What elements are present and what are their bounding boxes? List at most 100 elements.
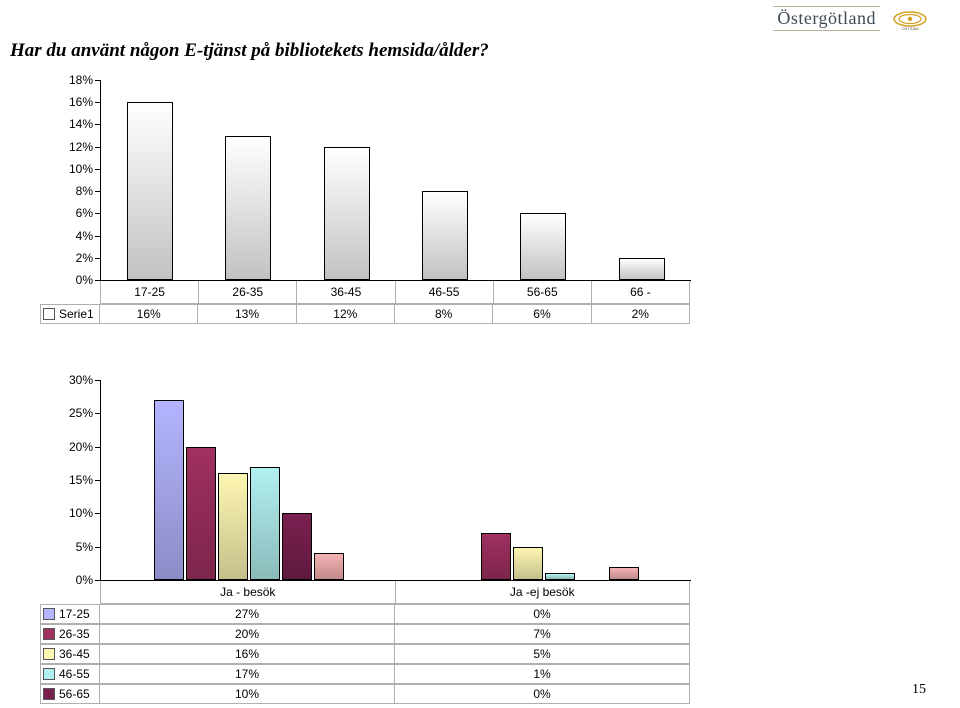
chart2-series-head: 56-65	[40, 685, 100, 703]
chart1-bar-slot	[199, 80, 297, 280]
chart2-bar-group	[396, 380, 691, 580]
chart2-ylabel: 5%	[76, 540, 93, 554]
page-number: 15	[912, 682, 926, 698]
brand-name: Östergötland	[777, 8, 876, 28]
chart1-ytick	[95, 147, 101, 148]
chart1-value-cell: 6%	[493, 305, 591, 323]
chart2-ytick	[95, 413, 101, 414]
chart2-value-cell: 17%	[100, 665, 395, 683]
chart1-category-label: 46-55	[396, 281, 494, 303]
chart1-value-cell: 16%	[100, 305, 198, 323]
chart2-swatch-icon	[43, 628, 55, 640]
chart2-swatch-icon	[43, 668, 55, 680]
chart1-series-name: Serie1	[59, 307, 94, 321]
chart2-ylabel: 15%	[69, 473, 93, 487]
chart1-bar	[225, 136, 271, 280]
chart2-bar	[154, 400, 184, 580]
chart1-ylabel: 14%	[69, 117, 93, 131]
chart1-bar	[520, 213, 566, 280]
chart2-value-cell: 0%	[395, 685, 690, 703]
chart2-value-cell: 10%	[100, 685, 395, 703]
chart2-ylabel: 30%	[69, 373, 93, 387]
chart1-ylabel: 2%	[76, 251, 93, 265]
chart2-series-name: 36-45	[59, 647, 90, 661]
chart1-category-label: 36-45	[297, 281, 395, 303]
chart2-value-cell: 27%	[100, 605, 395, 623]
chart1-ylabel: 12%	[69, 140, 93, 154]
chart2-category-label: Ja -ej besök	[396, 581, 691, 603]
chart1-category-label: 56-65	[494, 281, 592, 303]
chart2-category-label: Ja - besök	[100, 581, 396, 603]
chart2-series-row: 56-6510%0%	[40, 684, 690, 704]
chart-eservice-by-age: 0%2%4%6%8%10%12%14%16%18% 17-2526-3536-4…	[40, 80, 690, 324]
chart1-category-row: 17-2526-3536-4546-5556-6566 -	[100, 281, 690, 304]
chart2-series-head: 46-55	[40, 665, 100, 683]
chart1-bar	[127, 102, 173, 280]
chart2-bar	[513, 547, 543, 580]
chart1-ytick	[95, 124, 101, 125]
ostsam-logo-icon: OSTSAM	[890, 7, 930, 31]
chart2-bar	[218, 473, 248, 580]
chart1-series-head: Serie1	[40, 305, 100, 323]
chart2-bar	[609, 567, 639, 580]
chart1-ylabel: 8%	[76, 184, 93, 198]
chart2-bars	[101, 380, 691, 580]
chart2-data-rows: 17-2527%0%26-3520%7%36-4516%5%46-5517%1%…	[40, 604, 690, 704]
chart2-swatch-icon	[43, 648, 55, 660]
chart2-swatch-icon	[43, 608, 55, 620]
chart2-value-cell: 7%	[395, 625, 690, 643]
chart2-bar	[545, 573, 575, 580]
chart2-bar	[282, 513, 312, 580]
chart1-ylabel: 0%	[76, 273, 93, 287]
chart2-ylabel: 0%	[76, 573, 93, 587]
page-title: Har du använt någon E-tjänst på bibliote…	[10, 40, 489, 62]
chart1-category-label: 26-35	[199, 281, 297, 303]
chart1-ytick	[95, 191, 101, 192]
chart2-value-cell: 16%	[100, 645, 395, 663]
chart2-bar	[250, 467, 280, 580]
svg-text:OSTSAM: OSTSAM	[902, 26, 919, 31]
chart2-series-name: 46-55	[59, 667, 90, 681]
chart2-ylabel: 25%	[69, 406, 93, 420]
chart2-series-head: 36-45	[40, 645, 100, 663]
chart-visit-split-by-age: 0%5%10%15%20%25%30% Ja - besökJa -ej bes…	[40, 380, 690, 704]
chart1-swatch-icon	[43, 308, 55, 320]
chart1-bar	[422, 191, 468, 280]
chart2-series-head: 17-25	[40, 605, 100, 623]
chart1-ylabel: 10%	[69, 162, 93, 176]
chart1-ytick	[95, 213, 101, 214]
chart1-bar-slot	[101, 80, 199, 280]
chart2-series-row: 36-4516%5%	[40, 644, 690, 664]
chart1-data-row: Serie1 16%13%12%8%6%2%	[40, 304, 690, 324]
chart2-ylabel: 10%	[69, 506, 93, 520]
chart1-value-cell: 8%	[395, 305, 493, 323]
chart1-bar-slot	[298, 80, 396, 280]
brand-header: Östergötland OSTSAM	[773, 6, 930, 31]
chart1-ytick	[95, 102, 101, 103]
chart2-plot-area: 0%5%10%15%20%25%30%	[100, 380, 691, 581]
chart1-category-label: 17-25	[100, 281, 199, 303]
chart1-bar-slot	[494, 80, 592, 280]
chart2-value-cell: 1%	[395, 665, 690, 683]
brand-name-box: Östergötland	[773, 6, 880, 31]
chart1-ytick	[95, 258, 101, 259]
chart2-series-row: 46-55 17%1%	[40, 664, 690, 684]
chart2-ytick	[95, 513, 101, 514]
chart1-value-cell: 2%	[592, 305, 690, 323]
chart1-ylabel: 16%	[69, 95, 93, 109]
chart1-bar	[324, 147, 370, 280]
chart2-ytick	[95, 380, 101, 381]
chart2-bar	[186, 447, 216, 580]
chart1-bar	[619, 258, 665, 280]
chart2-bar	[481, 533, 511, 580]
chart1-ytick	[95, 280, 101, 281]
chart2-series-row: 26-3520%7%	[40, 624, 690, 644]
chart1-ytick	[95, 169, 101, 170]
chart2-ytick	[95, 547, 101, 548]
chart2-bar	[314, 553, 344, 580]
chart1-value-cell: 12%	[297, 305, 395, 323]
chart1-value-cell: 13%	[198, 305, 296, 323]
chart1-ylabel: 4%	[76, 229, 93, 243]
chart2-value-cell: 20%	[100, 625, 395, 643]
chart2-value-cell: 0%	[395, 605, 690, 623]
